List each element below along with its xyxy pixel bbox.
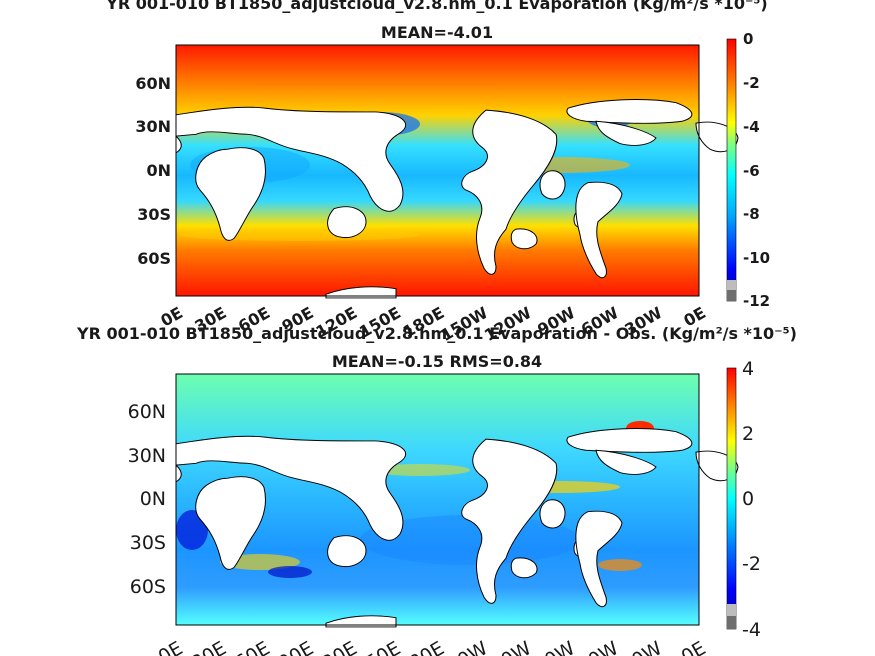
bottom-colorbar: 4 2 0 -2 -4 bbox=[726, 358, 761, 641]
top-ytick-0N: 0N bbox=[146, 161, 171, 180]
bottom-cbar-tick-1: 2 bbox=[742, 423, 754, 445]
bottom-map bbox=[175, 373, 739, 628]
top-colorbar-ramp bbox=[726, 38, 737, 302]
top-colorbar: 0 -2 -4 -6 -8 -10 -12 bbox=[726, 30, 770, 310]
bottom-xtick-0: 0E bbox=[155, 637, 187, 656]
top-ytick-30N: 30N bbox=[135, 117, 171, 136]
top-cbar-tick-6: -12 bbox=[743, 292, 770, 310]
bottom-ytick-0N: 0N bbox=[140, 488, 166, 510]
bottom-cbar-tick-4: -4 bbox=[742, 619, 761, 641]
bottom-ytick-30S: 30S bbox=[130, 532, 166, 554]
bottom-ytick-60S: 60S bbox=[130, 576, 166, 598]
bottom-blue-south bbox=[268, 566, 312, 578]
top-southern-band bbox=[180, 229, 420, 241]
top-ytick-60N: 60N bbox=[135, 74, 171, 93]
top-map bbox=[175, 44, 739, 299]
top-panel: YR 001-010 BT1850_adjustcloud_v2.8.hm_0.… bbox=[105, 0, 770, 345]
bottom-xtick-2: 60E bbox=[231, 637, 273, 656]
top-colorbar-under-dark bbox=[727, 290, 736, 301]
top-cbar-tick-5: -10 bbox=[743, 249, 770, 267]
bottom-map-frame bbox=[175, 373, 700, 626]
bottom-colorbar-under-dark bbox=[727, 616, 736, 629]
top-map-frame bbox=[175, 44, 700, 297]
top-ytick-30S: 30S bbox=[137, 205, 171, 224]
bottom-xtick-10: 60W bbox=[574, 637, 622, 656]
bottom-blue-west bbox=[176, 510, 208, 550]
top-ytick-60S: 60S bbox=[137, 249, 171, 268]
bottom-xtick-1: 30E bbox=[188, 637, 230, 656]
top-title: YR 001-010 BT1850_adjustcloud_v2.8.hm_0.… bbox=[105, 0, 767, 13]
bottom-xtick-4: 120E bbox=[308, 637, 361, 656]
top-cbar-tick-3: -6 bbox=[743, 162, 760, 180]
top-colorbar-under-light bbox=[727, 280, 736, 290]
bottom-ytick-30N: 30N bbox=[128, 445, 166, 467]
top-subtitle: MEAN=-4.01 bbox=[381, 23, 493, 42]
bottom-blue-pacific bbox=[360, 515, 580, 565]
top-cbar-tick-1: -2 bbox=[743, 74, 760, 92]
bottom-xtick-6: 180E bbox=[395, 637, 448, 656]
bottom-xtick-12: 0E bbox=[678, 637, 710, 656]
top-cbar-tick-4: -8 bbox=[743, 205, 760, 223]
bottom-cbar-tick-3: -2 bbox=[742, 553, 761, 575]
bottom-south-atlantic-spot bbox=[598, 559, 642, 571]
top-y-axis: 60N 30N 0N 30S 60S bbox=[135, 74, 171, 268]
bottom-x-axis: 0E30E60E90E120E150E180E150W120W90W60W30W… bbox=[155, 637, 710, 656]
bottom-title: YR 001-010 BT1850_adjustcloud_v2.8.hm_0.… bbox=[76, 324, 797, 343]
bottom-y-axis: 60N 30N 0N 30S 60S bbox=[128, 401, 166, 598]
bottom-pacific-band bbox=[370, 464, 470, 476]
bottom-ytick-60N: 60N bbox=[128, 401, 166, 423]
bottom-cbar-tick-2: 0 bbox=[742, 488, 754, 510]
bottom-xtick-11: 30W bbox=[618, 637, 666, 656]
bottom-land bbox=[175, 428, 739, 628]
top-cbar-tick-0: 0 bbox=[743, 30, 753, 48]
bottom-xtick-5: 150E bbox=[352, 637, 405, 656]
bottom-colorbar-under-light bbox=[727, 604, 736, 616]
bottom-panel: YR 001-010 BT1850_adjustcloud_v2.8.hm_0.… bbox=[76, 324, 797, 656]
bottom-subtitle: MEAN=-0.15 RMS=0.84 bbox=[332, 352, 542, 371]
bottom-cbar-tick-0: 4 bbox=[742, 358, 754, 380]
top-cbar-tick-2: -4 bbox=[743, 118, 760, 136]
bottom-xtick-9: 90W bbox=[531, 637, 579, 656]
bottom-colorbar-ramp bbox=[726, 367, 737, 630]
bottom-xtick-3: 90E bbox=[275, 637, 317, 656]
